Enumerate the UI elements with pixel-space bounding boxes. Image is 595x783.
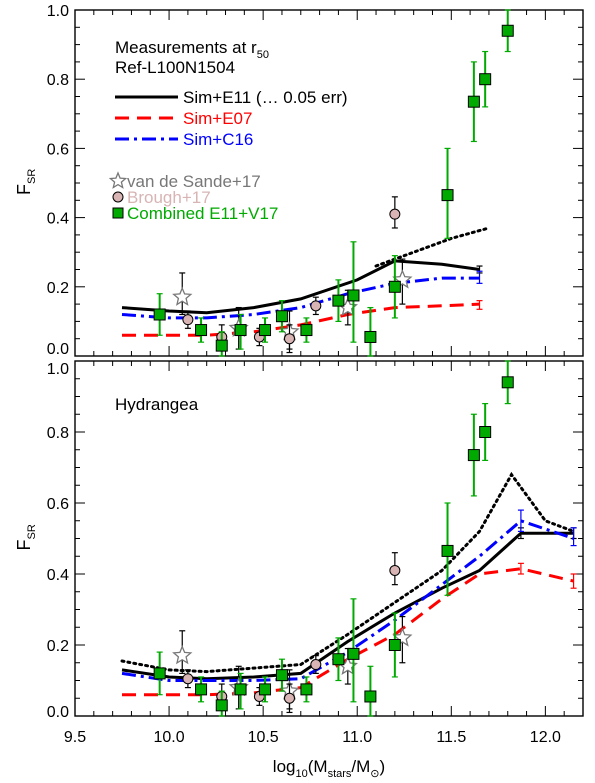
- square-marker: [332, 294, 345, 307]
- y-tick-label: 0.6: [47, 141, 69, 158]
- series-line-solid: [121, 531, 574, 681]
- square-marker: [441, 544, 454, 557]
- annotation: Measurements at r50: [115, 38, 269, 61]
- series-line-dashdot: [121, 276, 480, 320]
- y-axis-label-sub: SR: [26, 524, 38, 539]
- square-marker: [234, 683, 247, 696]
- square-marker: [275, 669, 288, 682]
- y-tick-label: 1.0: [47, 3, 69, 20]
- y-tick-label: 1.0: [47, 361, 69, 378]
- series-line-dotted: [120, 471, 576, 674]
- circle-marker: [310, 300, 322, 312]
- legend-label: Sim+C16: [183, 130, 253, 149]
- square-marker: [347, 289, 360, 302]
- annotation: Hydrangea: [115, 395, 199, 414]
- circle-marker: [283, 333, 295, 345]
- circle-marker: [389, 208, 401, 220]
- square-marker: [347, 647, 360, 660]
- x-tick-label: 11.0: [342, 729, 372, 746]
- square-marker: [364, 330, 377, 343]
- y-tick-label: 0.2: [47, 638, 69, 655]
- square-marker: [300, 324, 313, 337]
- legend-label-extra: 0.05 err): [279, 88, 348, 107]
- legend-square-marker: [112, 207, 124, 219]
- x-axis-label-part: /M: [351, 757, 370, 776]
- square-marker: [364, 690, 377, 703]
- annotation-sub: 50: [257, 49, 269, 61]
- legend-circle-marker: [112, 191, 124, 203]
- star-marker: [172, 286, 193, 306]
- square-marker: [153, 308, 166, 321]
- square-marker: [467, 95, 480, 108]
- y-axis-label-sub: SR: [26, 169, 38, 184]
- legend-label: Combined E11+V17: [127, 204, 278, 223]
- y-tick-label: 0.4: [47, 567, 69, 584]
- y-tick-label: 0.8: [47, 72, 69, 89]
- square-marker: [215, 699, 228, 712]
- circle-marker: [310, 659, 322, 671]
- x-axis-label-sub: ⊙: [370, 768, 379, 778]
- series-line-dashdot: [121, 519, 575, 682]
- annotation: Ref-L100N1504: [115, 58, 235, 77]
- star-marker: [108, 171, 128, 189]
- square-marker: [441, 189, 454, 202]
- y-tick-label: 0.4: [47, 211, 69, 228]
- square-marker: [479, 426, 492, 438]
- series-line-dashed: [122, 567, 574, 697]
- series-line-solid: [121, 259, 480, 315]
- x-tick-label: 9.5: [64, 729, 86, 746]
- legend-label: Sim+E11 (… 0.05 err): [183, 88, 348, 107]
- x-axis-label-part: ): [380, 757, 386, 776]
- circle-marker: [182, 314, 194, 326]
- square-marker: [234, 324, 247, 337]
- square-marker: [215, 339, 228, 352]
- x-tick-label: 12.0: [530, 729, 561, 746]
- star-marker: [172, 644, 193, 665]
- square-marker: [195, 324, 208, 337]
- x-tick-label: 11.5: [436, 729, 466, 746]
- square-marker: [332, 653, 345, 666]
- square-marker: [388, 280, 401, 293]
- circle-marker: [283, 692, 295, 704]
- legend-label: Brough+17: [127, 188, 211, 207]
- legend-label: van de Sande+17: [127, 172, 261, 191]
- y-tick-label: 0.6: [47, 496, 69, 513]
- square-marker: [195, 683, 208, 696]
- square-marker: [259, 324, 272, 337]
- circle-marker: [182, 673, 194, 685]
- square-marker: [501, 376, 514, 389]
- circle-marker: [389, 564, 401, 576]
- square-marker: [388, 639, 401, 651]
- y-tick-label: 0.0: [47, 704, 69, 721]
- square-marker: [501, 24, 514, 37]
- x-tick-label: 10.0: [154, 729, 185, 746]
- legend: Sim+E11 (… 0.05 err) Sim+E07 Sim+C16 van de…: [108, 88, 348, 223]
- square-marker: [153, 667, 166, 680]
- square-marker: [467, 449, 480, 462]
- y-tick-label: 0.2: [47, 280, 69, 297]
- y-tick-label: 0.8: [47, 425, 69, 442]
- y-tick-label: 0.0: [47, 341, 69, 358]
- x-tick-label: 10.5: [248, 729, 279, 746]
- x-axis-label-sub: stars: [328, 768, 352, 778]
- square-marker: [479, 73, 492, 86]
- x-axis-label-sub: 10: [295, 768, 307, 778]
- legend-label: Sim+E07: [183, 109, 252, 128]
- square-marker: [259, 683, 272, 696]
- legend-ellipsis: …: [262, 88, 279, 107]
- x-axis-label-part: (M: [308, 757, 328, 776]
- square-marker: [300, 683, 313, 696]
- square-marker: [275, 310, 288, 323]
- panel-bottom: 0.0 0.2 0.4 0.6 0.8 1.0 9.5 10.0 10.5 11.0 11.5 12.…: [14, 360, 584, 780]
